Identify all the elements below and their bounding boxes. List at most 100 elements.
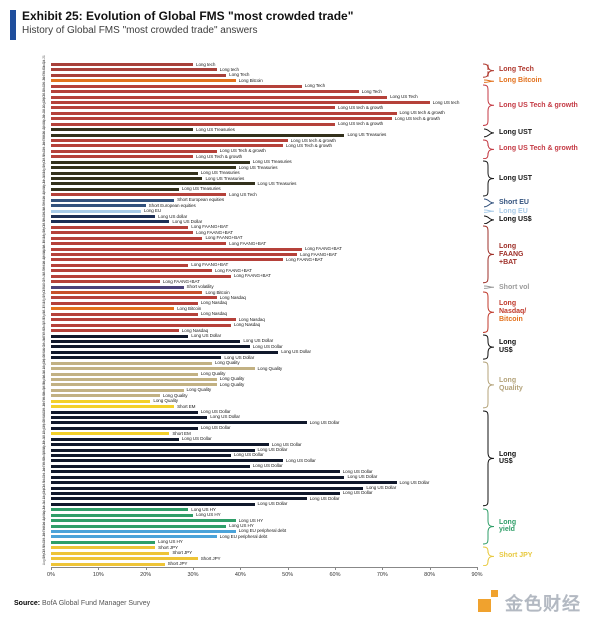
bar-label: Long Tech [361, 88, 382, 94]
bar [51, 101, 430, 104]
bar-label: Long Bitcoin [238, 77, 263, 83]
bar-row: Jul-18 Long FAANG+BAT [42, 235, 477, 246]
group-label: Long US$ [499, 451, 516, 466]
group-brace [482, 225, 495, 284]
bar-row: Jan-20 Long US Tech & growth [42, 137, 477, 148]
x-axis-tick [145, 567, 147, 570]
bar-row: Oct-20 Long US Tech [42, 88, 477, 100]
x-axis-tick-label: 60% [329, 572, 341, 578]
group-label-line: Long US$ [499, 215, 532, 223]
bar-row: Feb-15 Long US Dollar [42, 457, 477, 469]
bar-label: Long US Dollar [252, 463, 283, 469]
bar-label: Long US Dollar [281, 349, 311, 355]
group-brace [482, 160, 495, 197]
bar [51, 551, 170, 555]
bar [51, 149, 217, 153]
bar-label: Long US Dollar [257, 447, 288, 453]
bar-label: Long US Dollar [271, 441, 302, 447]
bar-row: Apr-21 Long tech [42, 55, 477, 67]
bar-row: Mar-21 Long tech [42, 60, 477, 72]
group-label-line: Nasdaq/ [499, 307, 527, 315]
bar [51, 166, 236, 170]
bar-row: Apr-19 Long US Tech [42, 186, 477, 197]
group-brace [483, 209, 495, 214]
group-label: Long yield [499, 519, 516, 534]
bar-label: Long EU [143, 208, 162, 214]
bar-row: Aug-13 Short JPY [42, 554, 477, 567]
bar-row: Mar-19 Short European equities [42, 191, 477, 203]
group-label: Long Nasdaq/Bitcoin [499, 300, 526, 323]
bar-label: Short JPY [158, 544, 178, 550]
bar [51, 426, 198, 430]
bar-label: Long US Tech & growth [219, 148, 266, 154]
bar-label: Long US Treasuries [200, 170, 240, 176]
bar-label: Long US HY [191, 506, 216, 512]
bar-label: Short European equities [177, 197, 225, 203]
bar-row: Apr-20 Long US Treasuries [42, 120, 477, 132]
bar [51, 329, 179, 333]
bar [51, 486, 364, 490]
group-label-line: Bitcoin [499, 315, 523, 323]
bar-label: Long US tech & growth [338, 121, 384, 127]
bar-label: Short volatility [186, 284, 214, 290]
x-axis-tick [477, 567, 478, 570]
bar [51, 562, 165, 566]
bar [51, 437, 179, 441]
bar [51, 301, 198, 305]
bar-label: Long FAANG+BAT [196, 229, 233, 235]
bar [51, 177, 203, 181]
group-brace [482, 546, 495, 566]
bar-label: Long US Treasuries [181, 186, 221, 192]
bar [51, 90, 359, 94]
bar-label: Long US Treasuries [205, 175, 245, 181]
group-label: Short JPY [499, 552, 532, 560]
exhibit-subtitle: History of Global FMS "most crowded trad… [22, 25, 258, 36]
bar [51, 209, 141, 213]
bar-row: Jul-20 Long US tech & growth [42, 105, 477, 116]
bar-row: Oct-13 Short JPY [42, 544, 477, 556]
bar-label: Long Quality [162, 392, 188, 398]
bar [51, 204, 146, 208]
bar [51, 334, 189, 338]
bar-row: Oct-15 Long US Dollar [42, 414, 477, 425]
bar-row: Sep-19 Long US Treasuries [42, 158, 477, 170]
bar [51, 415, 208, 419]
source-text: BofA Global Fund Manager Survey [40, 600, 151, 607]
bar-label: Long Quality [219, 381, 245, 387]
group-label: Long FAANG +BAT [499, 243, 524, 266]
bar [51, 399, 151, 403]
bar-label: Long Quality [257, 365, 283, 371]
bar-row: Aug-19 Long US Treasuries [42, 163, 477, 176]
bar [51, 79, 236, 83]
bar-row: Aug-14 Long US Dollar [42, 489, 477, 501]
bar [51, 540, 156, 544]
group-label-line: US$ [499, 347, 513, 355]
bar [51, 475, 345, 479]
bar-label: Long US Tech [229, 191, 257, 197]
bar-label: Long tech [196, 61, 216, 67]
bar [51, 356, 222, 360]
bar [51, 339, 241, 343]
logo-square-big [478, 599, 491, 612]
bar [51, 318, 236, 322]
bar-label: Long US Dollar [366, 485, 397, 491]
bar-row: Apr-14 Long US HY [42, 511, 477, 523]
bar [51, 491, 340, 495]
group-label-line: FAANG [499, 250, 524, 258]
group-label-line: Long UST [499, 128, 533, 136]
bar-label: Short EM [172, 430, 191, 436]
bar [51, 345, 250, 349]
bar-label: Long US tech & growth [394, 115, 440, 121]
bar-label: Long US Treasuries [257, 180, 297, 186]
bar-row: Mar-20 Long US Treasuries [42, 126, 477, 138]
bar [51, 144, 283, 148]
bar [51, 182, 255, 186]
bar-row: Feb-14 Long EU peripheral debt [42, 522, 477, 534]
bar-label: Long US Dollar [342, 490, 373, 496]
bar [51, 220, 170, 224]
group-brace [483, 215, 495, 224]
bar-row: Mar-15 Long US Dollar [42, 451, 477, 463]
bar-label: Long Nasdaq [200, 300, 227, 306]
x-axis-tick-label: 20% [140, 572, 152, 578]
bar-label: Long EU peripheral debt [238, 528, 287, 534]
